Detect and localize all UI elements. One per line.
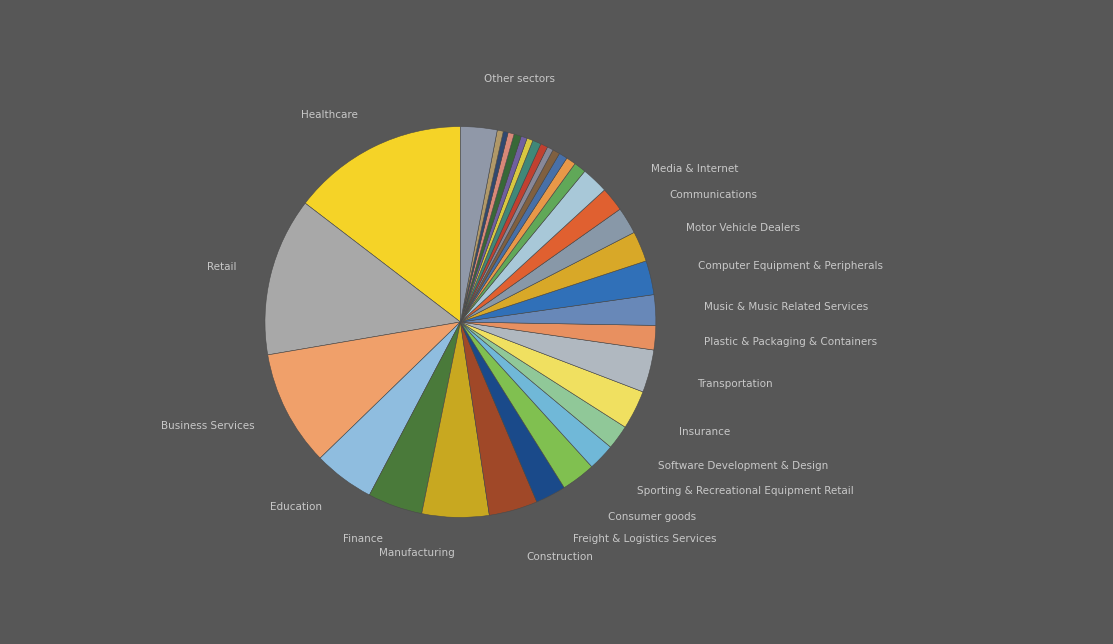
Wedge shape [461, 322, 656, 350]
Wedge shape [461, 164, 584, 322]
Wedge shape [461, 209, 634, 322]
Text: Music & Music Related Services: Music & Music Related Services [705, 302, 868, 312]
Wedge shape [370, 322, 461, 513]
Wedge shape [265, 204, 461, 355]
Wedge shape [461, 130, 503, 322]
Wedge shape [461, 140, 541, 322]
Wedge shape [461, 144, 548, 322]
Wedge shape [461, 137, 528, 322]
Wedge shape [461, 133, 514, 322]
Text: Business Services: Business Services [161, 421, 255, 431]
Text: Construction: Construction [526, 552, 593, 562]
Wedge shape [461, 147, 553, 322]
Wedge shape [461, 322, 536, 515]
Wedge shape [461, 153, 567, 322]
Wedge shape [461, 138, 533, 322]
Wedge shape [461, 150, 560, 322]
Wedge shape [461, 322, 643, 427]
Wedge shape [461, 134, 521, 322]
Text: Other sectors: Other sectors [483, 74, 554, 84]
Wedge shape [461, 322, 611, 467]
Text: Finance: Finance [343, 535, 383, 544]
Text: Transportation: Transportation [697, 379, 772, 388]
Wedge shape [461, 131, 509, 322]
Wedge shape [422, 322, 490, 517]
Text: Freight & Logistics Services: Freight & Logistics Services [573, 534, 717, 544]
Text: Plastic & Packaging & Containers: Plastic & Packaging & Containers [703, 337, 877, 346]
Wedge shape [305, 127, 461, 322]
Text: Consumer goods: Consumer goods [608, 512, 696, 522]
Text: Software Development & Design: Software Development & Design [658, 461, 828, 471]
Wedge shape [461, 171, 604, 322]
Text: Motor Vehicle Dealers: Motor Vehicle Dealers [686, 223, 800, 232]
Wedge shape [321, 322, 461, 495]
Text: Communications: Communications [669, 190, 757, 200]
Wedge shape [461, 322, 564, 502]
Text: Manufacturing: Manufacturing [378, 547, 454, 558]
Wedge shape [268, 322, 461, 458]
Wedge shape [461, 190, 620, 322]
Wedge shape [461, 322, 653, 392]
Text: Insurance: Insurance [679, 427, 730, 437]
Text: Healthcare: Healthcare [302, 110, 358, 120]
Wedge shape [461, 322, 626, 447]
Wedge shape [461, 294, 656, 325]
Text: Sporting & Recreational Equipment Retail: Sporting & Recreational Equipment Retail [637, 486, 854, 496]
Wedge shape [461, 127, 498, 322]
Text: Education: Education [270, 502, 323, 512]
Wedge shape [461, 261, 654, 322]
Wedge shape [461, 322, 592, 488]
Wedge shape [461, 158, 575, 322]
Text: Retail: Retail [207, 261, 236, 272]
Wedge shape [461, 232, 646, 322]
Text: Media & Internet: Media & Internet [651, 164, 738, 174]
Text: Computer Equipment & Peripherals: Computer Equipment & Peripherals [698, 261, 884, 272]
